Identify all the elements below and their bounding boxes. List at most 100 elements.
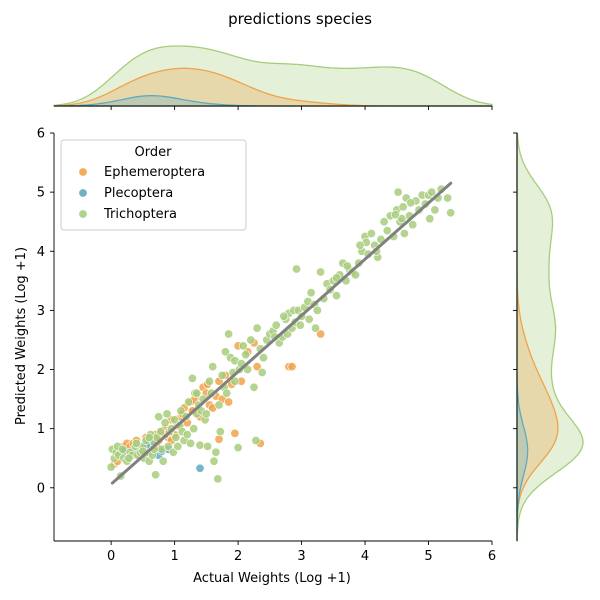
data-point-trichoptera	[213, 474, 223, 484]
data-point-trichoptera	[214, 400, 224, 410]
data-point-trichoptera	[132, 438, 142, 448]
data-point-trichoptera	[295, 320, 305, 330]
data-point-trichoptera	[205, 376, 215, 386]
legend-label-plecoptera: Plecoptera	[104, 186, 173, 201]
data-point-trichoptera	[366, 229, 376, 239]
data-point-trichoptera	[406, 198, 416, 208]
right-kde-trichoptera	[516, 132, 584, 542]
data-point-trichoptera	[430, 205, 440, 215]
data-point-ephemeroptera	[214, 434, 224, 444]
legend-label-ephemeroptera: Ephemeroptera	[104, 165, 205, 180]
data-point-trichoptera	[203, 441, 213, 451]
data-point-trichoptera	[208, 362, 218, 372]
data-point-trichoptera	[144, 432, 154, 442]
axes-layer: 0 1 2 3 4 5 6 0 1 2 3 4 5 6	[37, 127, 496, 565]
data-point-trichoptera	[249, 382, 259, 392]
data-point-trichoptera	[382, 226, 392, 236]
regression-line-layer	[110, 181, 453, 485]
data-point-trichoptera	[291, 264, 301, 274]
data-point-trichoptera	[399, 229, 409, 239]
data-point-trichoptera	[379, 217, 389, 227]
x-tick-label: 2	[234, 549, 242, 564]
y-tick-label: 3	[37, 304, 45, 319]
data-point-trichoptera	[408, 220, 418, 230]
legend-box	[60, 139, 247, 231]
data-point-trichoptera	[306, 288, 316, 298]
data-point-trichoptera	[184, 397, 194, 407]
x-axis-title: Actual Weights (Log +1)	[193, 571, 351, 586]
regression-line	[110, 181, 453, 485]
data-point-trichoptera	[106, 462, 116, 472]
data-point-trichoptera	[211, 447, 221, 457]
x-tick-label: 1	[170, 549, 178, 564]
legend: Order Ephemeroptera Plecoptera Trichoptera	[60, 139, 247, 231]
data-point-trichoptera	[195, 440, 205, 450]
data-point-trichoptera	[251, 435, 261, 445]
data-point-trichoptera	[342, 261, 352, 271]
data-point-trichoptera	[238, 341, 248, 351]
chart-title: predictions species	[228, 10, 372, 28]
data-point-trichoptera	[222, 388, 232, 398]
data-point-trichoptera	[243, 364, 253, 374]
data-point-trichoptera	[160, 418, 170, 428]
x-tick-label: 6	[488, 549, 496, 564]
data-point-trichoptera	[443, 193, 453, 203]
data-point-trichoptera	[331, 291, 341, 301]
right-marginal-kde	[513, 132, 584, 542]
x-tick-label: 0	[107, 549, 115, 564]
data-point-trichoptera	[224, 329, 234, 339]
data-point-trichoptera	[189, 424, 199, 434]
y-tick-label: 4	[37, 245, 45, 260]
data-point-trichoptera	[279, 311, 289, 321]
data-point-trichoptera	[316, 267, 326, 277]
legend-title: Order	[135, 145, 173, 160]
data-point-trichoptera	[393, 187, 403, 197]
data-point-trichoptera	[310, 323, 320, 333]
legend-marker-plecoptera	[78, 188, 88, 198]
main-plot: 0 1 2 3 4 5 6 0 1 2 3 4 5 6	[37, 127, 496, 565]
data-point-trichoptera	[162, 409, 172, 419]
data-point-trichoptera	[230, 376, 240, 386]
data-point-ephemeroptera	[224, 397, 234, 407]
data-point-trichoptera	[246, 335, 256, 345]
data-point-trichoptera	[170, 415, 180, 425]
data-point-trichoptera	[258, 353, 268, 363]
legend-marker-trichoptera	[78, 209, 88, 219]
y-tick-label: 6	[37, 127, 45, 142]
data-point-trichoptera	[209, 456, 219, 466]
data-point-trichoptera	[390, 210, 400, 220]
data-point-trichoptera	[151, 470, 161, 480]
data-point-trichoptera	[186, 438, 196, 448]
data-point-trichoptera	[427, 187, 437, 197]
y-tick-label: 1	[37, 422, 45, 437]
data-point-trichoptera	[192, 388, 202, 398]
data-point-trichoptera	[257, 367, 267, 377]
data-point-ephemeroptera	[316, 329, 326, 339]
data-point-trichoptera	[154, 412, 164, 422]
y-tick-label: 2	[37, 363, 45, 378]
y-axis-title: Predicted Weights (Log +1)	[14, 247, 29, 425]
data-point-ephemeroptera	[252, 362, 262, 372]
data-point-trichoptera	[425, 214, 435, 224]
legend-marker-ephemeroptera	[78, 167, 88, 177]
data-point-trichoptera	[397, 214, 407, 224]
data-point-ephemeroptera	[230, 428, 240, 438]
x-tick-label: 4	[361, 549, 369, 564]
data-point-trichoptera	[241, 350, 251, 360]
legend-label-trichoptera: Trichoptera	[103, 207, 177, 222]
data-point-trichoptera	[124, 453, 134, 463]
data-point-trichoptera	[182, 430, 192, 440]
data-point-trichoptera	[220, 347, 230, 357]
y-tick-label: 0	[37, 481, 45, 496]
data-point-trichoptera	[350, 270, 360, 280]
data-point-trichoptera	[156, 427, 166, 437]
data-point-trichoptera	[355, 240, 365, 250]
data-point-trichoptera	[252, 323, 262, 333]
data-point-trichoptera	[304, 314, 314, 324]
data-point-trichoptera	[217, 370, 227, 380]
data-point-trichoptera	[233, 443, 243, 453]
top-kde-trichoptera	[53, 45, 493, 107]
data-point-trichoptera	[446, 208, 456, 218]
y-tick-label: 5	[37, 186, 45, 201]
